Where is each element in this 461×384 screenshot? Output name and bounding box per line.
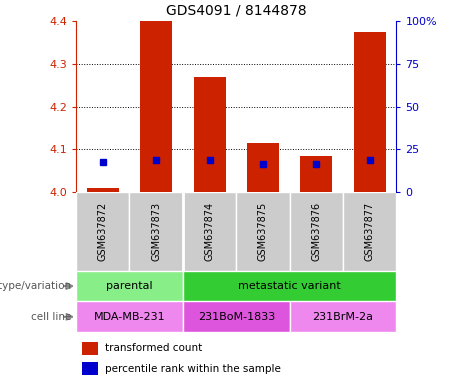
Text: percentile rank within the sample: percentile rank within the sample: [105, 364, 281, 374]
Bar: [183, 192, 236, 271]
Bar: [354, 32, 386, 192]
Bar: [290, 301, 396, 332]
Bar: [194, 77, 225, 192]
Text: cell line: cell line: [31, 312, 71, 322]
Text: 231BrM-2a: 231BrM-2a: [313, 312, 373, 322]
Text: GSM637872: GSM637872: [98, 202, 108, 261]
Text: GSM637876: GSM637876: [311, 202, 321, 261]
Bar: [76, 192, 130, 271]
Text: GSM637874: GSM637874: [205, 202, 214, 261]
Bar: [183, 271, 396, 301]
Bar: [247, 143, 279, 192]
Title: GDS4091 / 8144878: GDS4091 / 8144878: [166, 3, 307, 17]
Bar: [343, 192, 396, 271]
Text: metastatic variant: metastatic variant: [238, 281, 341, 291]
Bar: [76, 301, 183, 332]
Bar: [140, 21, 172, 192]
Bar: [236, 192, 290, 271]
Bar: [83, 342, 99, 354]
Bar: [183, 301, 290, 332]
Text: GSM637875: GSM637875: [258, 202, 268, 261]
Bar: [87, 188, 119, 192]
Bar: [290, 192, 343, 271]
Text: 231BoM-1833: 231BoM-1833: [198, 312, 275, 322]
Bar: [83, 362, 99, 375]
Text: MDA-MB-231: MDA-MB-231: [94, 312, 165, 322]
Text: transformed count: transformed count: [105, 343, 202, 353]
Text: parental: parental: [106, 281, 153, 291]
Text: genotype/variation: genotype/variation: [0, 281, 71, 291]
Bar: [76, 271, 183, 301]
Text: GSM637873: GSM637873: [151, 202, 161, 261]
Bar: [130, 192, 183, 271]
Text: GSM637877: GSM637877: [365, 202, 375, 261]
Bar: [301, 156, 332, 192]
